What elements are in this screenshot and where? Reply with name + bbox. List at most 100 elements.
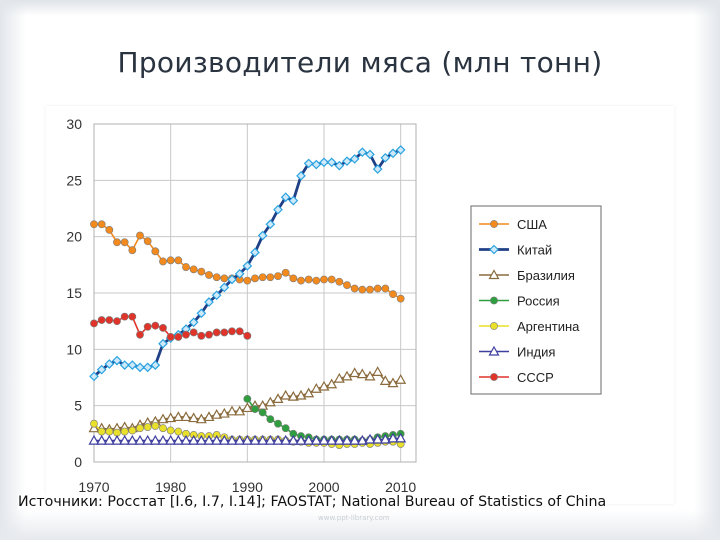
data-point-1	[104, 359, 115, 369]
data-point-1	[158, 338, 168, 349]
data-point-1	[112, 355, 122, 366]
data-point-2	[172, 411, 184, 422]
data-point-1	[288, 195, 299, 206]
data-point-6	[243, 331, 252, 340]
slide-title: Производители мяса (млн тонн)	[117, 46, 603, 79]
data-point-5	[234, 434, 246, 445]
data-point-0	[166, 256, 175, 265]
data-point-0	[381, 284, 390, 293]
data-point-0	[113, 238, 121, 247]
data-point-5	[364, 433, 376, 444]
data-point-2	[349, 367, 361, 378]
x-tick-label: 2000	[308, 479, 339, 495]
data-point-0	[243, 276, 252, 285]
data-point-5	[142, 434, 154, 445]
data-point-6	[197, 331, 206, 340]
data-point-2	[310, 383, 322, 393]
data-point-5	[157, 434, 169, 445]
data-point-1	[395, 145, 406, 155]
legend-label: США	[517, 217, 547, 232]
y-tick-label: 30	[66, 116, 82, 132]
watermark: www.ppt-library.com	[318, 514, 390, 522]
data-point-2	[356, 368, 368, 379]
data-point-5	[349, 434, 361, 445]
data-point-6	[182, 330, 190, 339]
data-point-4	[174, 427, 183, 436]
meat-producers-line-chart: 0 5 10 15 20 25 30 1970 1980 1990 2000 2010 США Китай…	[66, 116, 602, 495]
data-point-1	[127, 360, 138, 370]
data-point-5	[111, 434, 123, 445]
data-point-1	[265, 219, 276, 230]
data-point-1	[219, 282, 230, 293]
data-point-0	[389, 290, 397, 299]
data-point-0	[189, 265, 198, 274]
data-point-4	[136, 424, 144, 433]
data-point-0	[312, 276, 321, 285]
data-point-2	[88, 422, 100, 433]
legend-label: Бразилия	[517, 268, 575, 283]
data-point-2	[188, 412, 200, 423]
data-point-2	[287, 390, 299, 401]
slide-top-shading	[0, 0, 720, 16]
data-point-1	[150, 360, 161, 370]
y-tick-label: 15	[66, 285, 82, 301]
data-point-1	[89, 371, 99, 382]
data-point-1	[280, 192, 291, 203]
data-point-2	[295, 389, 307, 400]
data-point-1	[257, 230, 268, 241]
data-point-5	[287, 434, 299, 445]
data-point-1	[349, 154, 360, 164]
data-point-1	[273, 204, 283, 215]
data-point-0	[197, 267, 206, 276]
legend-label: Китай	[517, 243, 552, 258]
data-point-5	[96, 434, 108, 445]
data-point-1	[372, 164, 383, 174]
data-point-2	[318, 380, 330, 391]
data-point-5	[318, 434, 330, 445]
data-point-1	[296, 170, 306, 181]
data-point-legend-3	[490, 296, 498, 305]
data-point-6	[174, 333, 183, 341]
source-citation: Источники: Росстат [I.6, I.7, I.14]; FAO…	[18, 494, 607, 510]
data-point-0	[343, 281, 351, 290]
chart-panel: 0 5 10 15 20 25 30 1970 1980 1990 2000 2010 США Китай…	[46, 106, 674, 504]
data-point-legend-5	[488, 345, 500, 356]
data-point-1	[242, 261, 253, 271]
data-point-4	[151, 422, 160, 430]
data-point-0	[205, 271, 213, 279]
data-point-2	[211, 408, 223, 419]
x-tick-label: 1990	[232, 479, 263, 495]
data-point-1	[211, 290, 222, 301]
legend-label: Аргентина	[517, 319, 580, 334]
data-point-0	[120, 238, 129, 247]
data-point-0	[151, 247, 160, 256]
y-tick-label: 25	[66, 172, 82, 188]
data-point-0	[182, 263, 190, 271]
data-point-5	[211, 434, 223, 445]
x-tick-label: 2010	[385, 479, 416, 495]
data-point-1	[342, 156, 352, 167]
data-point-0	[373, 284, 382, 293]
data-point-1	[303, 158, 314, 169]
y-tick-label: 10	[66, 341, 82, 357]
data-point-5	[218, 434, 230, 445]
data-point-3	[251, 405, 259, 413]
data-point-0	[97, 220, 106, 229]
slide-left-shading	[0, 0, 26, 540]
data-point-5	[126, 434, 138, 445]
data-point-5	[303, 434, 315, 445]
legend-label: Индия	[517, 345, 555, 360]
data-point-5	[195, 434, 207, 445]
data-point-1	[196, 308, 207, 319]
data-point-5	[180, 434, 192, 445]
data-point-1	[334, 160, 345, 171]
data-point-5	[264, 434, 276, 445]
data-point-0	[143, 237, 152, 246]
data-point-5	[172, 434, 184, 445]
data-point-2	[180, 411, 192, 422]
data-point-legend-2	[488, 269, 500, 280]
data-point-2	[226, 405, 238, 416]
data-point-2	[165, 412, 177, 423]
data-point-2	[157, 413, 169, 424]
data-point-0	[396, 294, 405, 303]
